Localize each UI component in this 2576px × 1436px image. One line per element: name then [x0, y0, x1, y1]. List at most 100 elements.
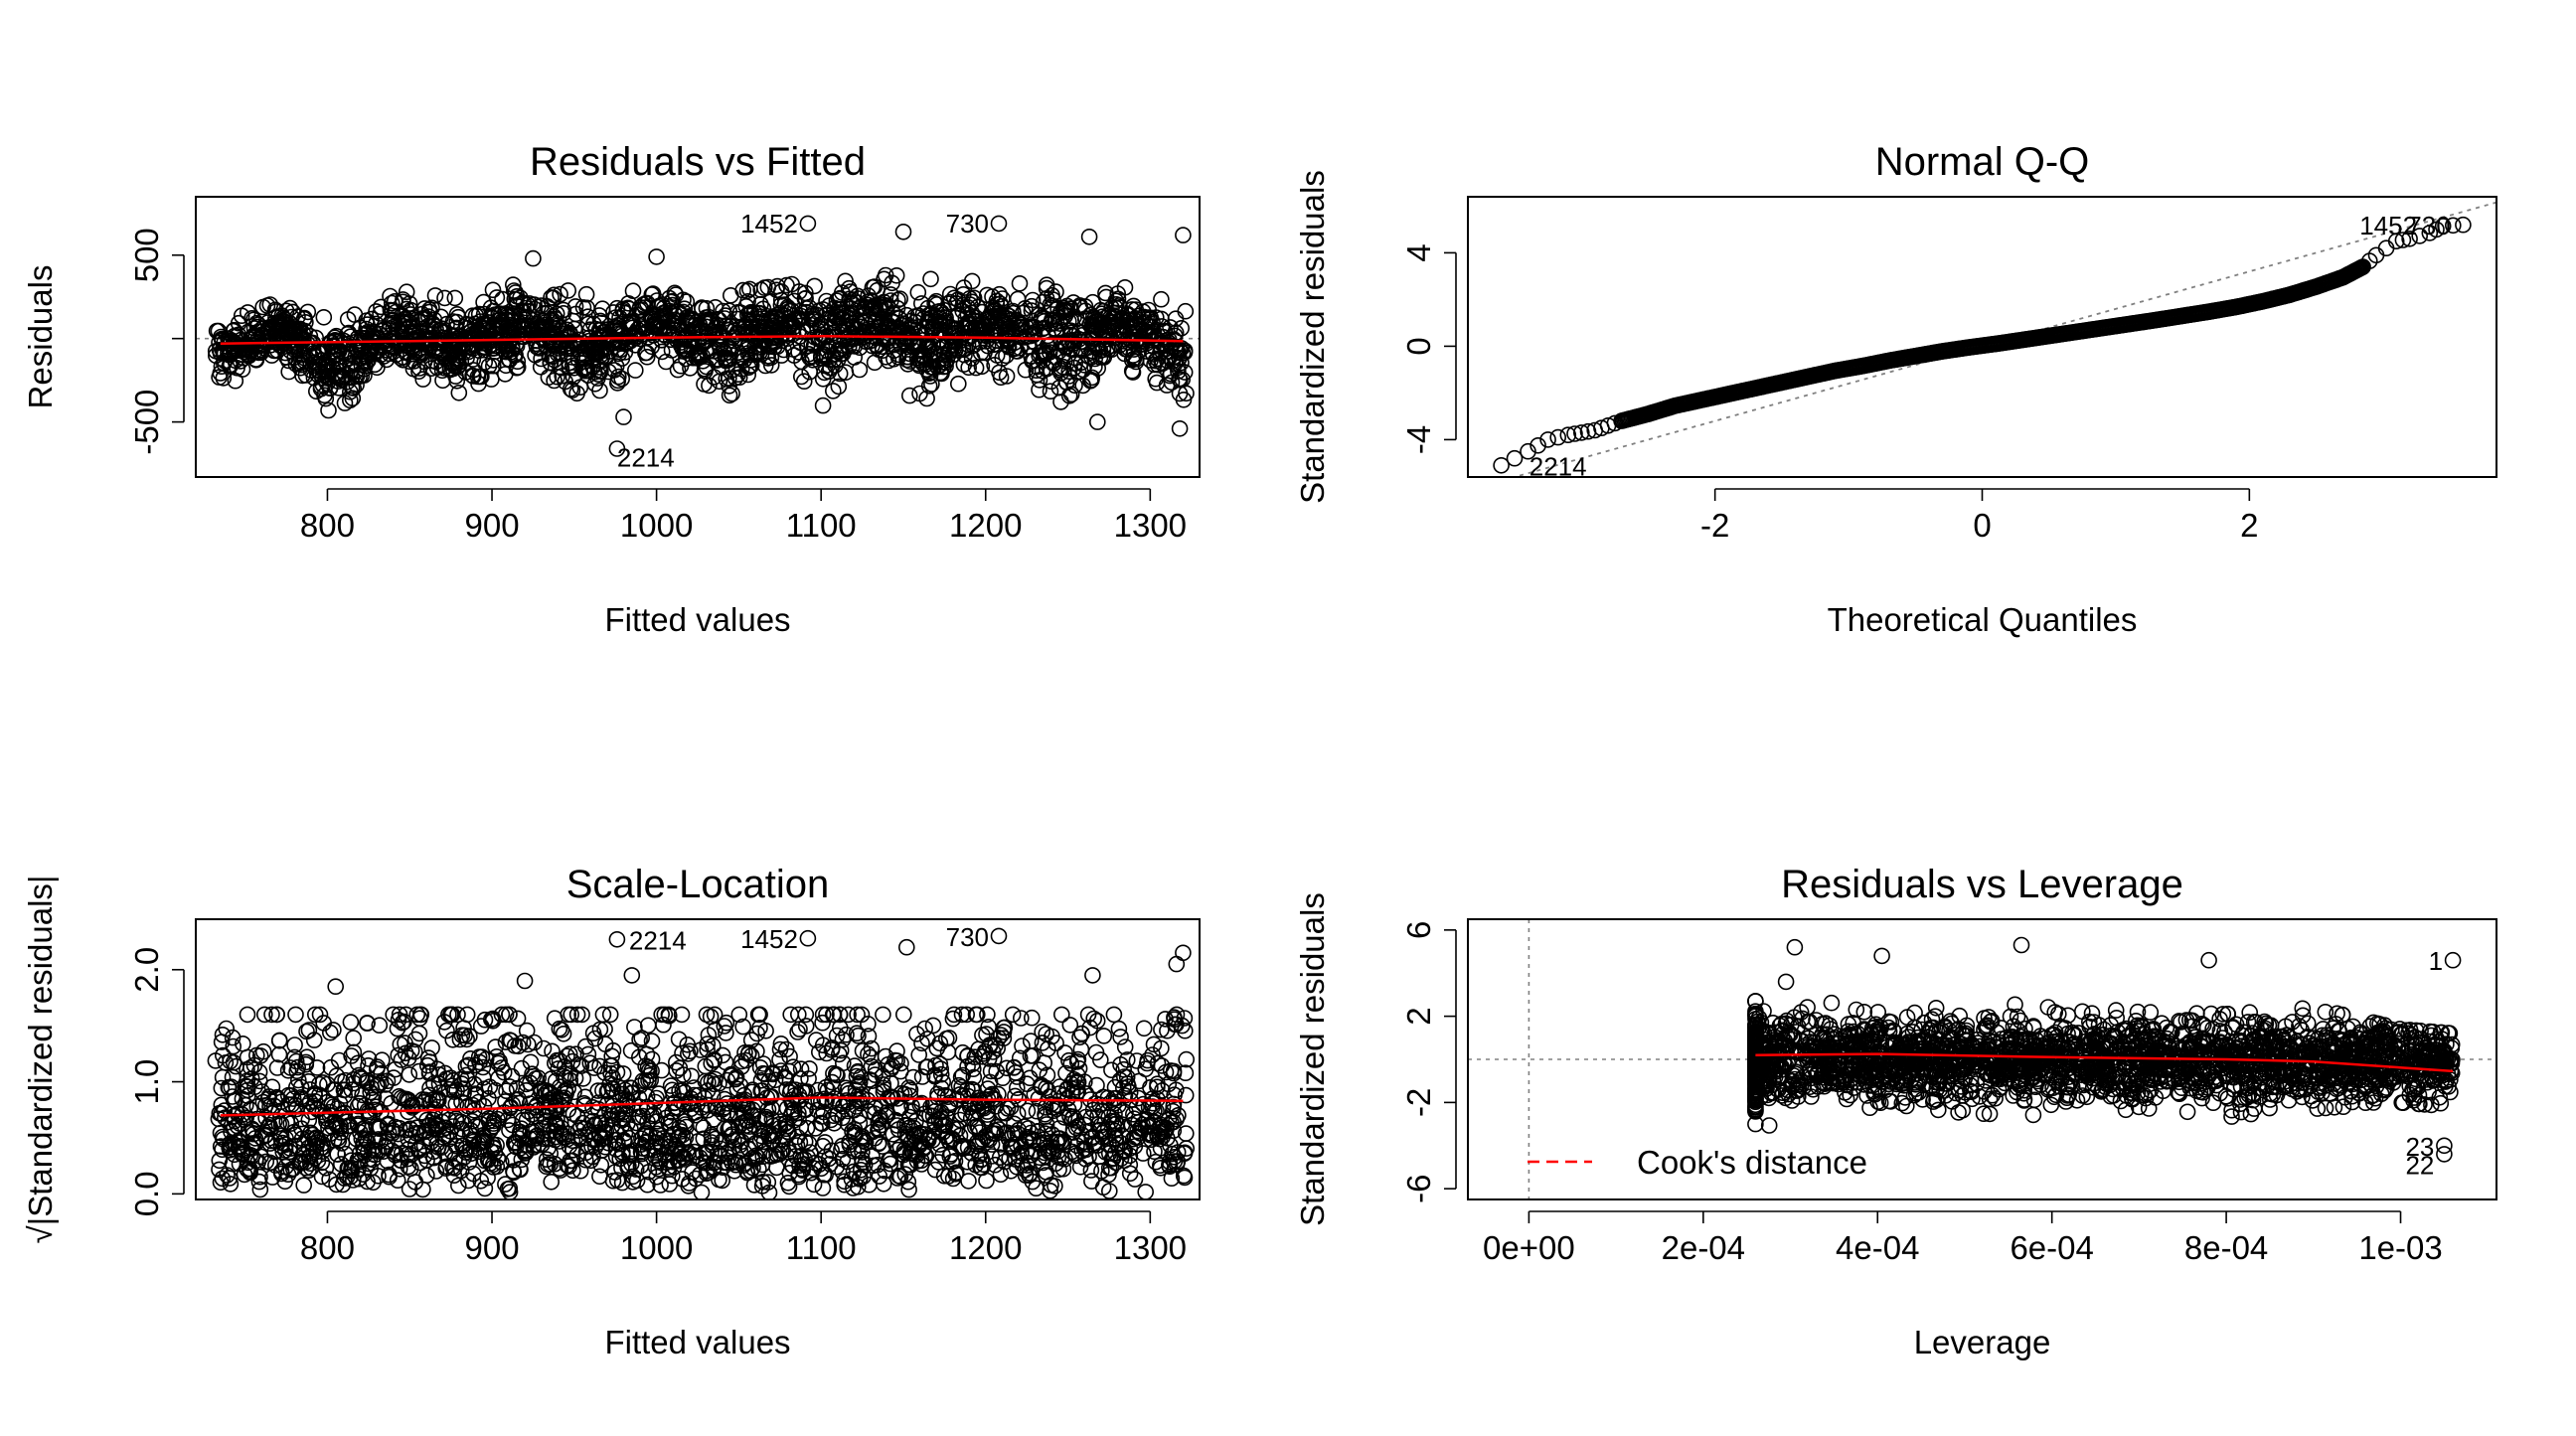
data-point	[1106, 1007, 1121, 1022]
points-group	[1494, 218, 2471, 473]
data-point	[1113, 1030, 1128, 1044]
plot-title: Normal Q-Q	[1875, 140, 2090, 184]
y-tick-label: 4	[1400, 243, 1437, 261]
x-tick-label: 1200	[949, 1229, 1022, 1266]
data-point	[816, 399, 831, 413]
x-tick-label: 2	[2240, 507, 2258, 544]
data-point	[628, 363, 643, 378]
point-label: 1452	[740, 209, 798, 239]
y-axis: 2.0 1.0 0.0	[128, 947, 184, 1216]
data-point	[557, 1027, 571, 1041]
x-tick-label: 800	[300, 1229, 355, 1266]
data-point	[296, 1178, 311, 1193]
data-point	[902, 389, 917, 403]
y-axis: 4 0 -4	[1400, 243, 1456, 454]
y-axis-label: √|Standardized residuals|	[22, 876, 59, 1244]
data-point	[1138, 1185, 1153, 1199]
x-tick-label: 0	[1973, 507, 1991, 544]
y-tick-label: -500	[128, 390, 165, 455]
x-axis: 800 900 1000 1100 1200 1300	[300, 1211, 1187, 1266]
data-point	[346, 1031, 361, 1045]
x-tick-label: 1000	[620, 507, 693, 544]
data-point	[288, 1007, 303, 1022]
outlier-point	[1082, 230, 1097, 244]
plot-frame	[1468, 197, 2496, 477]
qq-point	[1494, 458, 1509, 473]
data-point	[1178, 304, 1193, 319]
qq-point	[1508, 451, 1523, 466]
data-point	[241, 1007, 255, 1022]
data-point	[593, 1158, 608, 1173]
outlier-point	[800, 216, 815, 231]
y-axis: 500 -500	[128, 228, 184, 454]
data-point	[402, 1067, 416, 1082]
y-axis-label: Standardized residuals	[1294, 170, 1331, 504]
outlier-point	[1090, 414, 1105, 429]
data-point	[1137, 1021, 1152, 1036]
qq-point	[1550, 430, 1565, 445]
point-label: 730	[2407, 211, 2450, 240]
y-tick-label: 0.0	[128, 1171, 165, 1216]
data-point	[923, 271, 938, 286]
outlier-point	[1173, 421, 1188, 436]
data-point	[1151, 1056, 1166, 1071]
x-tick-label: 1100	[786, 507, 857, 544]
x-axis: -2 0 2	[1700, 489, 2259, 544]
data-point	[896, 1007, 911, 1022]
x-axis-label: Theoretical Quantiles	[1828, 601, 2138, 638]
data-point	[1054, 1007, 1069, 1022]
x-axis-label: Fitted values	[604, 601, 790, 638]
outlier-point	[526, 251, 541, 266]
data-point	[447, 290, 462, 305]
x-tick-label: 1300	[1114, 507, 1187, 544]
x-tick-label: 1000	[620, 1229, 693, 1266]
data-point	[212, 1153, 227, 1168]
point-label: 730	[946, 209, 989, 239]
outlier-point	[616, 409, 631, 424]
data-point	[876, 1007, 890, 1022]
data-point	[724, 288, 738, 303]
y-tick-label: -4	[1400, 425, 1437, 454]
data-point	[659, 355, 674, 370]
data-point	[1096, 1029, 1111, 1043]
x-tick-label: 900	[465, 507, 520, 544]
data-point	[816, 1007, 831, 1022]
x-tick-label: 1300	[1114, 1229, 1187, 1266]
data-point	[1013, 276, 1028, 291]
outlier-point	[896, 225, 911, 239]
data-point	[1024, 1034, 1039, 1048]
data-point	[544, 1175, 559, 1190]
data-point	[1179, 1052, 1194, 1067]
point-label: 2214	[617, 442, 675, 472]
data-point	[626, 283, 641, 298]
outlier-point	[992, 216, 1007, 231]
panel-p2: Normal Q-Q -2 0 2 4 0 -4 Theoretical Quantiles S…	[1294, 140, 2496, 638]
data-point	[951, 377, 966, 392]
x-tick-label: 900	[465, 1229, 520, 1266]
data-point	[272, 1034, 287, 1048]
data-point	[343, 1015, 358, 1030]
outlier-point	[649, 249, 664, 264]
points-group	[208, 928, 1194, 1199]
data-point	[1025, 1011, 1040, 1026]
x-axis: 800 900 1000 1100 1200 1300	[300, 489, 1187, 544]
x-tick-label: 1100	[786, 1229, 857, 1266]
y-tick-label: 500	[128, 228, 165, 282]
data-point	[1154, 292, 1169, 307]
y-axis-label: Residuals	[22, 265, 59, 409]
y-tick-label: 0	[1400, 337, 1437, 355]
data-point	[627, 1020, 642, 1035]
qq-point	[2379, 240, 2394, 255]
x-tick-label: -2	[1700, 507, 1729, 544]
y-tick-label: 2.0	[128, 947, 165, 993]
x-axis-label: Fitted values	[604, 1324, 790, 1360]
x-tick-label: 800	[300, 507, 355, 544]
data-point	[534, 360, 549, 375]
y-tick-label: 1.0	[128, 1059, 165, 1105]
x-tick-label: 1200	[949, 507, 1022, 544]
qq-point	[2456, 218, 2471, 233]
outlier-point	[1176, 228, 1191, 242]
